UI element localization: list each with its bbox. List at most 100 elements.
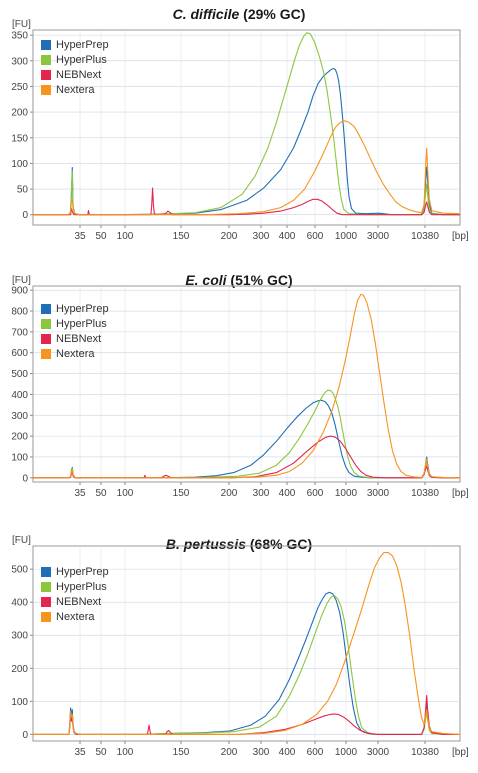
y-tick-label: 900 (11, 286, 28, 297)
legend-item: HyperPrep (41, 564, 109, 579)
x-tick-label: 50 (95, 231, 107, 242)
x-tick-label: 300 (253, 747, 270, 758)
plot-frame (32, 285, 461, 483)
y-tick-label: 200 (11, 108, 28, 119)
x-axis-label: [bp] (452, 747, 469, 758)
legend-item: NEBNext (41, 67, 109, 82)
y-tick-label: 300 (11, 56, 28, 67)
y-tick-label: 0 (22, 473, 28, 484)
legend-swatch (41, 318, 51, 329)
electropherogram: 0 100 200 300 400 500 [FU] 35 50 100 150 200 300 400 6… (11, 535, 469, 758)
legend-item: HyperPlus (41, 579, 109, 594)
x-tick-label: 400 (279, 747, 296, 758)
y-tick-label: 350 (11, 31, 28, 42)
x-tick-label: 600 (307, 488, 324, 499)
legend-swatch (41, 54, 51, 65)
y-tick-label: 500 (11, 565, 28, 576)
chart-title: C. difficile (29% GC) (0, 6, 478, 22)
legend-swatch (41, 69, 51, 80)
y-tick-label: 300 (11, 631, 28, 642)
legend-item: HyperPrep (41, 301, 109, 316)
x-tick-label: 1000 (335, 747, 358, 758)
chart-title-organism: C. difficile (172, 6, 240, 22)
legend: HyperPrep HyperPlus NEBNext Nextera (41, 564, 109, 624)
y-axis-label: [FU] (12, 19, 31, 30)
x-tick-label: 600 (307, 747, 324, 758)
series-line-hyperprep (33, 399, 460, 479)
x-tick-label: 200 (221, 488, 238, 499)
x-axis-label: [bp] (452, 231, 469, 242)
legend-swatch (41, 303, 51, 314)
y-tick-label: 100 (11, 697, 28, 708)
y-tick-label: 200 (11, 664, 28, 675)
y-tick-label: 300 (11, 411, 28, 422)
y-tick-label: 0 (22, 730, 28, 741)
panel-c-difficile: C. difficile (29% GC) 0 50 100 150 200 250 300… (0, 0, 478, 258)
x-tick-label: 400 (279, 488, 296, 499)
plot-frame (32, 29, 461, 226)
x-tick-label: 300 (253, 488, 270, 499)
x-tick-label: 100 (117, 488, 134, 499)
legend-swatch (41, 566, 51, 577)
legend-item: NEBNext (41, 594, 109, 609)
legend-label: HyperPlus (56, 53, 107, 66)
legend-swatch (41, 39, 51, 50)
legend-label: HyperPrep (56, 302, 109, 315)
legend-label: HyperPrep (56, 38, 109, 51)
y-tick-label: 250 (11, 82, 28, 93)
legend-item: HyperPrep (41, 37, 109, 52)
legend-item: Nextera (41, 346, 109, 361)
legend-swatch (41, 348, 51, 359)
legend-label: Nextera (56, 83, 95, 96)
y-tick-label: 100 (11, 159, 28, 170)
series-line-nextera (33, 293, 461, 479)
x-tick-label: 100 (117, 747, 134, 758)
chart-title-gc: (68% GC) (246, 536, 313, 552)
legend-item: Nextera (41, 82, 109, 97)
x-tick-label: 10380 (411, 488, 439, 499)
x-tick-label: 1000 (335, 488, 358, 499)
y-axis-label: [FU] (12, 535, 31, 546)
x-tick-label: 100 (117, 231, 134, 242)
chart-title: E. coli (51% GC) (0, 272, 478, 288)
x-tick-label: 150 (173, 747, 190, 758)
chart-title-organism: E. coli (185, 272, 227, 288)
x-tick-label: 50 (95, 747, 107, 758)
x-tick-label: 10380 (411, 231, 439, 242)
x-tick-label: 600 (307, 231, 324, 242)
legend-swatch (41, 333, 51, 344)
x-tick-label: 150 (173, 488, 190, 499)
y-tick-label: 150 (11, 133, 28, 144)
legend-label: NEBNext (56, 68, 102, 81)
x-tick-label: 35 (74, 488, 86, 499)
panel-e-coli: E. coli (51% GC) 0 100 200 300 400 500 600 700 8… (0, 266, 478, 518)
x-tick-label: 200 (221, 231, 238, 242)
chart-title-organism: B. pertussis (165, 536, 246, 552)
x-tick-label: 35 (74, 231, 86, 242)
chart-title-gc: (29% GC) (239, 6, 306, 22)
series-line-nextera (33, 552, 461, 735)
legend-label: Nextera (56, 610, 95, 623)
legend: HyperPrep HyperPlus NEBNext Nextera (41, 301, 109, 361)
legend: HyperPrep HyperPlus NEBNext Nextera (41, 37, 109, 97)
x-tick-label: 3000 (367, 231, 390, 242)
chart-title-gc: (51% GC) (226, 272, 293, 288)
y-tick-label: 100 (11, 452, 28, 463)
x-axis-label: [bp] (452, 488, 469, 499)
y-tick-label: 400 (11, 390, 28, 401)
legend-swatch (41, 611, 51, 622)
electropherogram: 0 50 100 150 200 250 300 350[FU] 35 50 100 150 200 30… (11, 19, 469, 242)
series-line-nebnext (33, 187, 460, 216)
y-tick-label: 800 (11, 307, 28, 318)
y-tick-label: 50 (17, 185, 29, 196)
legend-label: NEBNext (56, 332, 102, 345)
legend-item: Nextera (41, 609, 109, 624)
x-tick-label: 50 (95, 488, 107, 499)
panel-b-pertussis: B. pertussis (68% GC) 0 100 200 300 400 500 [F… (0, 530, 478, 773)
x-tick-label: 400 (279, 231, 296, 242)
series-line-nextera (33, 120, 461, 216)
legend-swatch (41, 596, 51, 607)
x-tick-label: 35 (74, 747, 86, 758)
x-tick-label: 150 (173, 231, 190, 242)
x-tick-label: 300 (253, 231, 270, 242)
